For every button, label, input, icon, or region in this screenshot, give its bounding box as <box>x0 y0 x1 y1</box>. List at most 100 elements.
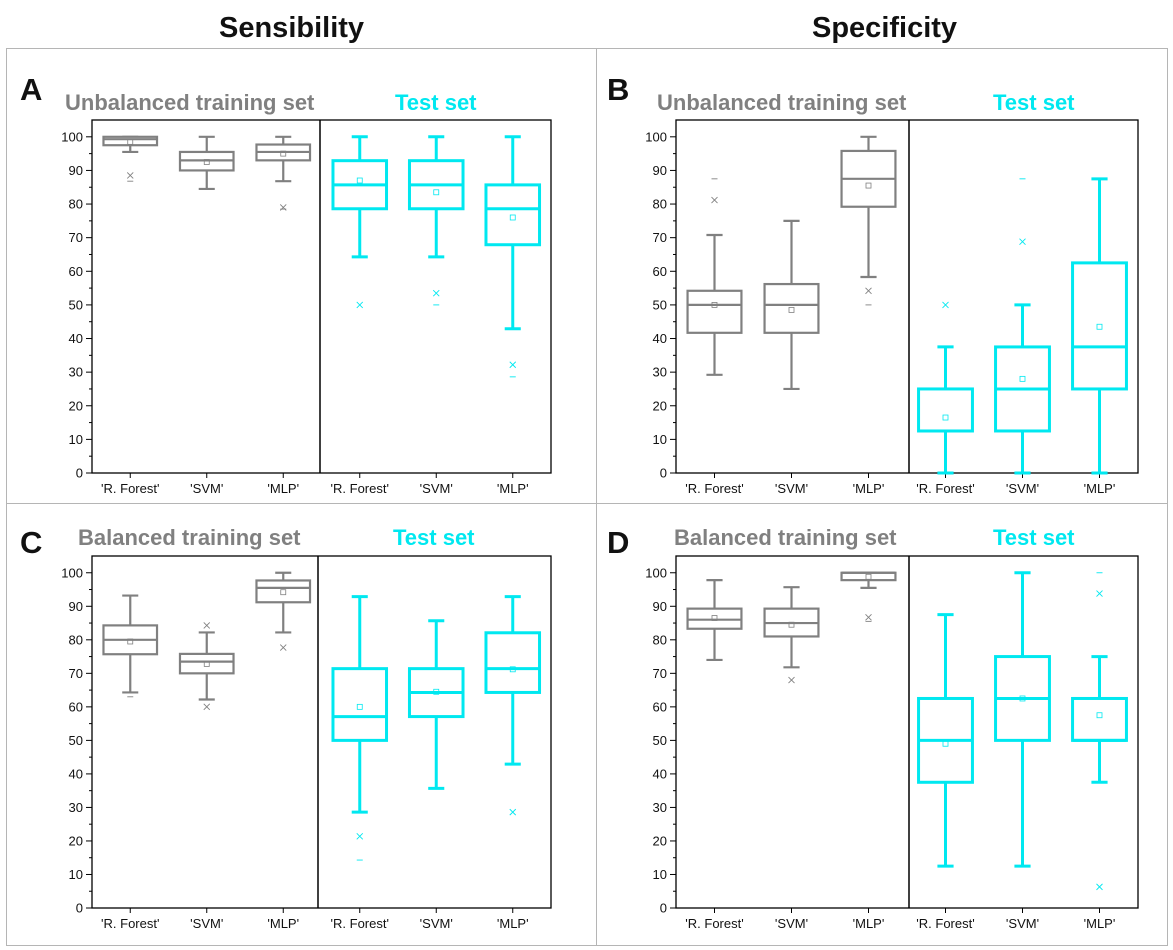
outlier-marker <box>356 832 364 840</box>
panel-c: C Balanced training set Test set 0 10 20 30 40 5… <box>20 525 552 931</box>
y-tick-label: 0 <box>76 901 83 916</box>
y-tick-label: 30 <box>653 800 667 815</box>
box-test-5 <box>407 619 465 790</box>
y-tick-label: 70 <box>653 666 667 681</box>
x-tick-label: 'MLP' <box>497 481 529 496</box>
outlier-marker <box>788 676 795 684</box>
mean-marker <box>711 302 718 308</box>
x-tick-label: 'SVM' <box>420 481 453 496</box>
box-train-2 <box>178 135 235 191</box>
y-tick-label: 0 <box>660 901 667 916</box>
x-tick-label: 'SVM' <box>1006 916 1039 931</box>
plot-frame <box>675 555 1139 909</box>
outlier-marker <box>509 808 517 816</box>
mean-marker <box>280 150 287 157</box>
box-train-2 <box>763 219 820 391</box>
y-tick-label: 70 <box>653 230 667 245</box>
y-tick-label: 100 <box>645 129 667 144</box>
box-test-6 <box>484 135 542 378</box>
outlier-marker <box>356 301 364 309</box>
test-set-label: Test set <box>393 525 475 550</box>
panel-letter: A <box>20 72 42 107</box>
y-tick-label: 80 <box>69 632 83 647</box>
box-iqr <box>763 282 820 334</box>
x-tick-label: 'R. Forest' <box>331 481 389 496</box>
mean-marker <box>127 638 134 645</box>
y-tick-label: 20 <box>653 833 667 848</box>
box-test-4 <box>331 135 389 309</box>
y-tick-label: 30 <box>653 365 667 380</box>
box-test-6 <box>1071 572 1128 891</box>
box-iqr <box>484 631 542 694</box>
mean-marker <box>1019 695 1026 702</box>
x-tick-label: 'R. Forest' <box>685 916 743 931</box>
x-tick-label: 'R. Forest' <box>916 916 974 931</box>
outlier-marker <box>203 622 211 629</box>
plot-frame <box>91 555 552 909</box>
mean-marker <box>942 414 949 421</box>
y-tick-label: 40 <box>69 766 83 781</box>
box-iqr <box>1071 261 1128 391</box>
y-tick-label: 70 <box>69 230 83 245</box>
mean-marker <box>788 307 795 313</box>
y-tick-label: 30 <box>69 800 83 815</box>
mean-marker <box>433 189 440 196</box>
outlier-marker <box>1019 238 1026 246</box>
outlier-marker <box>865 287 872 295</box>
panel-b: B Unbalanced training set Test set 0 10 20 30 4… <box>607 72 1139 496</box>
mean-marker <box>356 703 363 710</box>
figure-frame <box>6 48 1168 946</box>
outlier-marker <box>509 361 517 369</box>
y-tick-label: 60 <box>69 264 83 279</box>
x-tick-label: 'MLP' <box>853 481 885 496</box>
box-test-6 <box>484 595 542 816</box>
box-iqr <box>178 652 235 675</box>
y-tick-label: 20 <box>653 398 667 413</box>
train-set-label: Balanced training set <box>78 525 301 550</box>
y-tick-label: 50 <box>69 733 83 748</box>
y-tick-label: 80 <box>69 197 83 212</box>
panel-letter: C <box>20 525 42 560</box>
outlier-marker <box>203 703 211 711</box>
outlier-marker <box>865 614 872 621</box>
box-iqr <box>1071 696 1128 742</box>
outlier-marker <box>1096 590 1103 597</box>
y-tick-label: 60 <box>69 699 83 714</box>
x-tick-label: 'R. Forest' <box>685 481 743 496</box>
mean-marker <box>942 740 949 747</box>
outlier-marker <box>1096 883 1103 891</box>
box-iqr <box>484 183 542 247</box>
mean-marker <box>865 573 872 580</box>
y-tick-label: 90 <box>653 163 667 178</box>
mean-marker <box>711 615 718 621</box>
y-tick-label: 50 <box>69 297 83 312</box>
mean-marker <box>1096 712 1103 719</box>
y-tick-label: 40 <box>69 331 83 346</box>
y-tick-label: 0 <box>76 466 83 481</box>
y-tick-label: 0 <box>660 466 667 481</box>
mean-marker <box>509 214 516 221</box>
panel-letter: B <box>607 72 629 107</box>
x-tick-label: 'R. Forest' <box>101 916 159 931</box>
box-train-1 <box>686 178 743 376</box>
y-tick-label: 90 <box>69 599 83 614</box>
box-test-4 <box>917 613 974 868</box>
y-tick-label: 80 <box>653 632 667 647</box>
train-set-label: Unbalanced training set <box>65 90 315 115</box>
box-train-3 <box>840 571 897 622</box>
y-tick-label: 40 <box>653 331 667 346</box>
y-tick-label: 90 <box>653 599 667 614</box>
mean-marker <box>788 621 795 628</box>
x-tick-label: 'MLP' <box>497 916 529 931</box>
y-tick-label: 20 <box>69 833 83 848</box>
column-title-specificity: Specificity <box>812 12 958 44</box>
y-tick-label: 30 <box>69 365 83 380</box>
box-train-3 <box>255 571 312 651</box>
y-tick-label: 10 <box>653 867 667 882</box>
x-tick-label: 'SVM' <box>420 916 453 931</box>
y-tick-label: 20 <box>69 398 83 413</box>
mean-marker <box>1019 375 1026 382</box>
y-tick-label: 60 <box>653 699 667 714</box>
box-test-4 <box>917 301 974 475</box>
